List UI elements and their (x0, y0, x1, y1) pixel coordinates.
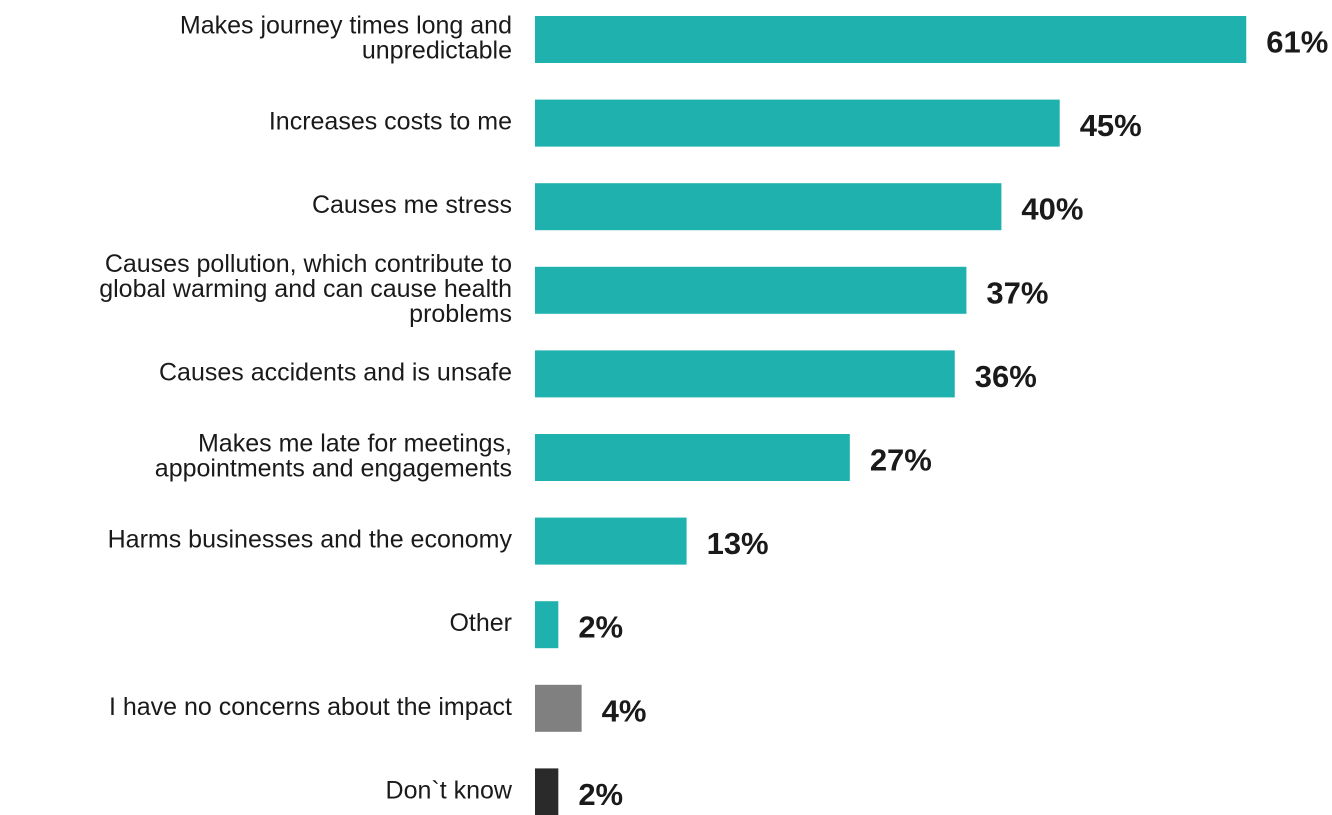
bar (535, 16, 1247, 63)
category-label-line: Don`t know (386, 776, 513, 804)
value-label: 45% (1080, 108, 1142, 143)
value-label: 2% (578, 777, 623, 812)
value-label: 4% (602, 693, 647, 728)
bar (535, 768, 559, 815)
value-label: 13% (707, 526, 769, 561)
category-label: Causes pollution, which contribute to glo… (99, 250, 512, 328)
bar (535, 517, 687, 565)
bar (535, 684, 582, 732)
bar (535, 99, 1060, 147)
value-labels: 61% 45% 40% 37% 36% 27% 13% 2% 4% 2% (578, 25, 1328, 812)
value-label: 37% (986, 275, 1048, 310)
value-label: 36% (975, 359, 1037, 394)
category-label: Causes me stress (312, 191, 512, 219)
category-label-line: Causes me stress (312, 191, 512, 219)
category-label-line: global warming and can cause health (99, 275, 512, 303)
category-label-line: Makes journey times long and (180, 12, 512, 40)
category-label: I have no concerns about the impact (109, 693, 512, 721)
bar (535, 601, 559, 649)
category-label-line: appointments and engagements (155, 455, 512, 483)
category-label-line: Other (449, 609, 512, 637)
value-label: 27% (870, 443, 932, 478)
category-label: Makes me late for meetings, appointments … (155, 430, 512, 483)
category-labels: Makes journey times long and unpredictabl… (99, 12, 513, 805)
value-label: 61% (1266, 25, 1328, 60)
category-label: Other (449, 609, 512, 637)
category-label-line: Harms businesses and the economy (108, 526, 513, 554)
category-label: Harms businesses and the economy (108, 526, 513, 554)
category-label: Causes accidents and is unsafe (159, 358, 512, 386)
bar (535, 266, 967, 314)
bar (535, 434, 850, 481)
category-label-line: Increases costs to me (269, 108, 512, 136)
value-label: 40% (1021, 192, 1083, 227)
category-label-line: problems (409, 300, 512, 328)
category-label-line: Causes accidents and is unsafe (159, 358, 512, 386)
category-label-line: I have no concerns about the impact (109, 693, 512, 721)
bar (535, 183, 1002, 231)
category-label: Makes journey times long and unpredictabl… (180, 12, 512, 65)
category-label-line: Causes pollution, which contribute to (105, 250, 512, 278)
category-label: Don`t know (386, 776, 513, 804)
category-label: Increases costs to me (269, 108, 512, 136)
bars (535, 16, 1247, 815)
category-label-line: Makes me late for meetings, (198, 430, 512, 458)
bar (535, 350, 955, 398)
category-label-line: unpredictable (362, 37, 512, 65)
value-label: 2% (578, 610, 623, 645)
